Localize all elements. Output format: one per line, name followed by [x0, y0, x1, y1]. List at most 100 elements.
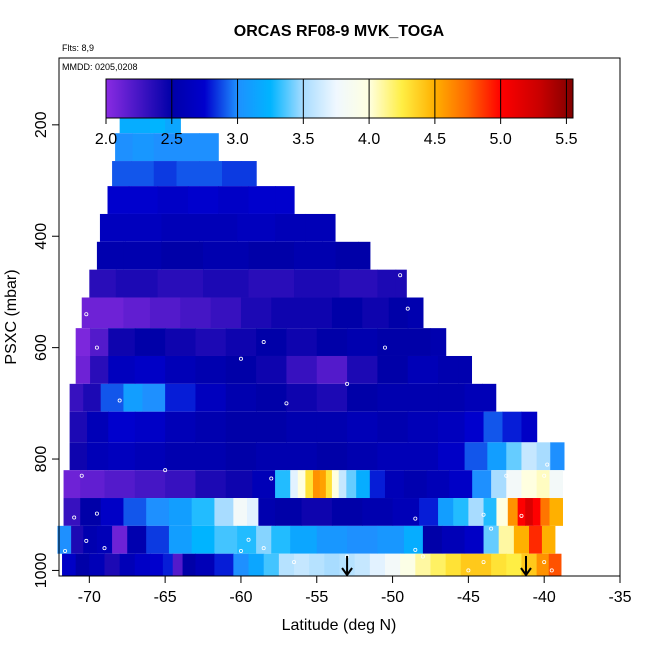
heatmap-cell-10-1	[83, 383, 102, 412]
heatmap-cell-13-8	[275, 470, 291, 499]
heatmap-cell-7-0	[81, 297, 102, 329]
heatmap-cell-16-17	[309, 553, 325, 576]
heatmap-cell-16-1	[75, 553, 90, 576]
heatmap-cell-13-2	[104, 470, 136, 499]
colorbar-ticks: 2.0 2.5 3.0 3.5 4.0 4.5 5.0 5.5	[95, 79, 578, 148]
heatmap-cell-7-4	[180, 297, 212, 329]
sample-point-15	[545, 462, 550, 467]
heatmap-cell-2-0	[112, 161, 132, 187]
heatmap-cell-11-7	[256, 411, 288, 443]
heatmap-cell-6-7	[377, 269, 397, 298]
heatmap-cell-14-18	[453, 498, 469, 526]
y-axis-label: PSXC (mbar)	[3, 269, 20, 364]
heatmap-cell-9-11	[377, 355, 409, 384]
heatmap-cell-5-4	[248, 241, 295, 270]
heatmap-cell-15-24	[529, 525, 543, 554]
heatmap-cell-16-10	[195, 553, 216, 576]
sample-point-14	[504, 473, 509, 478]
heatmap-cell-3-2	[157, 186, 189, 214]
heatmap-cell-11-16	[502, 411, 523, 443]
heatmap-cell-16-6	[149, 553, 164, 576]
heatmap-cell-15-22	[498, 525, 515, 554]
heatmap-cell-8-11	[377, 328, 409, 356]
heatmap-cell-16-27	[460, 553, 477, 576]
heatmap-cell-9-7	[256, 355, 288, 384]
heatmap-cell-12-2	[108, 442, 136, 471]
x-axis-label: Latitude (deg N)	[282, 617, 397, 634]
heatmap-cell-15-2	[83, 525, 98, 554]
heatmap-cell-11-1	[87, 411, 109, 443]
heatmap-cell-12-12	[407, 442, 439, 471]
heatmap-cell-10-11	[347, 383, 378, 412]
heatmap-cell-9-13	[438, 355, 460, 384]
heatmap-cell-13-5	[195, 470, 227, 499]
heatmap-cell-14-1	[80, 498, 102, 526]
heatmap-cell-14-14	[362, 498, 394, 526]
heatmap-cell-15-14	[316, 525, 348, 554]
sample-point-16	[79, 473, 84, 478]
heatmap-cell-15-16	[377, 525, 405, 554]
heatmap-cell-5-1	[123, 241, 162, 270]
heatmap-cell-14-26	[540, 498, 551, 526]
sample-point-7	[94, 345, 99, 350]
heatmap-cell-16-12	[233, 553, 250, 576]
heatmap-cell-15-23	[513, 525, 530, 554]
sample-point-18	[72, 515, 77, 520]
heatmap-cell-13-12	[312, 470, 321, 499]
heatmap-cell-11-12	[407, 411, 439, 443]
heatmap-cell-11-10	[347, 411, 378, 443]
heatmap-cell-10-0	[69, 383, 84, 412]
heatmap-cell-14-0	[63, 498, 81, 526]
heatmap-cell-7-1	[100, 297, 125, 329]
colorbar-tick-label-4: 4.0	[358, 131, 380, 148]
heatmap-cell-13-11	[305, 470, 314, 499]
heatmap-cell-12-1	[87, 442, 109, 471]
heatmap-cell-11-11	[377, 411, 409, 443]
heatmap-cell-6-8	[395, 269, 407, 298]
heatmap-cell-11-4	[165, 411, 197, 443]
heatmap-cell-15-1	[71, 525, 84, 554]
colorbar: 2.0 2.5 3.0 3.5 4.0 4.5 5.0 5.5	[95, 78, 578, 148]
heatmap-cell-12-13	[438, 442, 466, 471]
heatmap-cell-9-10	[347, 355, 378, 384]
heatmap-cell-4-0	[99, 213, 126, 242]
heatmap-cell-3-3	[187, 186, 219, 214]
heatmap-cell-5-2	[161, 241, 204, 270]
heatmap-cell-4-5	[275, 213, 306, 242]
heatmap-cell-3-6	[275, 186, 295, 214]
heatmap-cell-4-6	[305, 213, 323, 242]
heatmap-cell-16-29	[491, 553, 507, 576]
heatmap-cell-16-33	[548, 553, 562, 576]
heatmap-cell-2-5	[221, 161, 242, 187]
heatmap-cell-13-27	[521, 470, 538, 499]
heatmap-cell-14-16	[419, 498, 439, 526]
heatmap-cell-15-20	[464, 525, 485, 554]
heatmap-cell-14-24	[525, 498, 534, 526]
heatmap-cell-10-12	[377, 383, 409, 412]
heatmap-cell-12-19	[550, 442, 565, 471]
heatmap-cell-14-2	[100, 498, 125, 526]
heatmap-cell-2-1	[131, 161, 155, 187]
y-tick-label-0: 200	[33, 111, 50, 138]
heatmap-cell-13-9	[290, 470, 299, 499]
heatmap-cell-14-8	[233, 498, 248, 526]
heatmap-cell-16-7	[162, 553, 174, 576]
sample-point-12	[163, 468, 168, 473]
plot-frame	[58, 57, 621, 577]
heatmap-cell-10-2	[100, 383, 125, 412]
heatmap-cell-13-3	[134, 470, 166, 499]
heatmap-cell-15-6	[146, 525, 170, 554]
heatmap-cell-7-3	[149, 297, 181, 329]
heatmap-cell-14-25	[532, 498, 541, 526]
heatmap-cell-13-13	[319, 470, 327, 499]
sample-point-6	[238, 356, 243, 361]
heatmap-cell-12-3	[134, 442, 166, 471]
heatmap-cell-15-4	[112, 525, 128, 554]
heatmap-cell-16-30	[506, 553, 523, 576]
heatmap-cell-12-14	[464, 442, 488, 471]
heatmap-cell-8-9	[316, 328, 348, 356]
heatmap-cell-16-16	[294, 553, 310, 576]
heatmap-cell-11-15	[483, 411, 504, 443]
x-tick-label-5: -45	[457, 589, 480, 606]
